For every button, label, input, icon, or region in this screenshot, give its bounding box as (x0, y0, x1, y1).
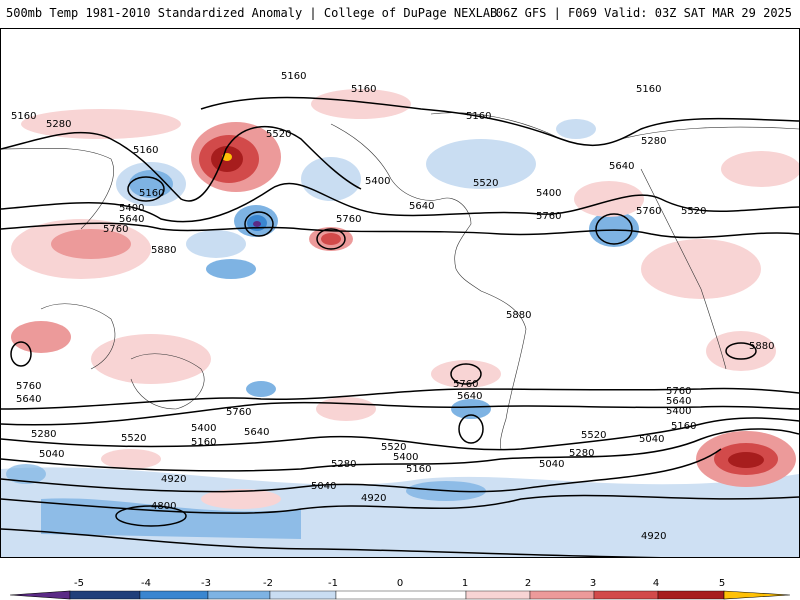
contour-label: 5040 (311, 481, 336, 492)
contour-label: 5040 (639, 434, 664, 445)
contour-labels: 5160 5160 5160 5160 5280 5160 5520 5280 … (11, 71, 774, 542)
contour-label: 5400 (119, 203, 144, 214)
colorbar: -5 -4 -3 -2 -1 0 1 2 3 4 5 (9, 578, 791, 600)
contour-label: 5160 (351, 84, 376, 95)
model-valid-time: 06Z GFS | F069 Valid: 03Z SAT MAR 29 202… (495, 6, 792, 20)
anomaly-map: 5160 5160 5160 5160 5280 5160 5520 5280 … (1, 71, 799, 557)
contour-label: 5760 (226, 407, 251, 418)
color-scale-legend: -5 -4 -3 -2 -1 0 1 2 3 4 5 (0, 560, 800, 600)
contour-label: 5640 (16, 394, 41, 405)
contour-label: 5160 (133, 145, 158, 156)
tick-label: -3 (201, 578, 211, 589)
contour-label: 5160 (406, 464, 431, 475)
contour-label: 4920 (161, 474, 186, 485)
contour-label: 5280 (331, 459, 356, 470)
contour-label: 5760 (666, 386, 691, 397)
contour-label: 5880 (506, 310, 531, 321)
contour-label: 5040 (539, 459, 564, 470)
colorbar-max-arrow (723, 590, 791, 600)
contour-label: 5520 (581, 430, 606, 441)
tick-label: -1 (328, 578, 338, 589)
contour-label: 5640 (409, 201, 434, 212)
tick-label: -2 (263, 578, 273, 589)
contour-label: 5160 (191, 437, 216, 448)
contour-label: 5760 (103, 224, 128, 235)
contour-label: 5280 (46, 119, 71, 130)
contour-label: 5280 (31, 429, 56, 440)
contour-label: 5160 (636, 84, 661, 95)
tick-label: 5 (719, 578, 725, 589)
contour-label: 5760 (336, 214, 361, 225)
contour-label: 5520 (681, 206, 706, 217)
contour-label: 5760 (453, 379, 478, 390)
contour-label: 5160 (281, 71, 306, 82)
contour-label: 5880 (151, 245, 176, 256)
contour-label: 5520 (121, 433, 146, 444)
contour-label: 5160 (139, 188, 164, 199)
colorbar-min-arrow (9, 590, 71, 600)
contour-label: 5400 (393, 452, 418, 463)
contour-label: 5400 (666, 406, 691, 417)
tick-label: -4 (141, 578, 151, 589)
contour-label: 5640 (666, 396, 691, 407)
contour-label: 5640 (609, 161, 634, 172)
map-panel: 5160 5160 5160 5160 5280 5160 5520 5280 … (0, 28, 800, 558)
height-contours (1, 96, 799, 557)
contour-label: 5160 (466, 111, 491, 122)
contour-label: 5880 (749, 341, 774, 352)
contour-label: 5400 (191, 423, 216, 434)
contour-label: 5520 (381, 442, 406, 453)
contour-label: 5040 (39, 449, 64, 460)
map-title: 500mb Temp 1981-2010 Standardized Anomal… (6, 6, 498, 20)
tick-label: 3 (590, 578, 596, 589)
header: 500mb Temp 1981-2010 Standardized Anomal… (0, 0, 800, 28)
tick-label: 4 (653, 578, 659, 589)
contour-label: 4800 (151, 501, 176, 512)
tick-label: -5 (74, 578, 84, 589)
tick-label: 2 (525, 578, 531, 589)
contour-label: 5640 (119, 214, 144, 225)
contour-label: 5520 (266, 129, 291, 140)
contour-label: 5520 (473, 178, 498, 189)
contour-label: 5640 (244, 427, 269, 438)
contour-label: 5280 (569, 448, 594, 459)
contour-label: 5280 (641, 136, 666, 147)
contour-label: 5640 (457, 391, 482, 402)
contour-label: 5760 (16, 381, 41, 392)
contour-label: 5160 (671, 421, 696, 432)
contour-label: 5400 (365, 176, 390, 187)
contour-label: 4920 (641, 531, 666, 542)
anomaly-shading (1, 89, 799, 557)
contour-label: 5760 (636, 206, 661, 217)
contour-label: 5760 (536, 211, 561, 222)
contour-label: 5400 (536, 188, 561, 199)
tick-label: 0 (397, 578, 403, 589)
contour-label: 5160 (11, 111, 36, 122)
coastlines (1, 112, 799, 450)
contour-label: 4920 (361, 493, 386, 504)
tick-label: 1 (462, 578, 468, 589)
